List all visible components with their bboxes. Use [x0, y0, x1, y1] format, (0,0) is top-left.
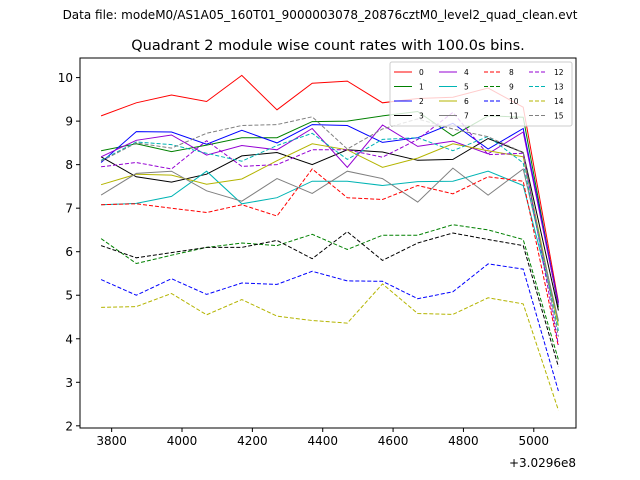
legend-label-9: 9: [509, 83, 514, 92]
series-line-15: [100, 116, 559, 337]
y-tick-label: 4: [65, 332, 73, 346]
legend-label-14: 14: [554, 97, 564, 106]
x-tick-label: 4800: [448, 434, 479, 448]
legend-label-7: 7: [464, 112, 469, 121]
y-tick-label: 2: [65, 419, 73, 433]
legend-label-3: 3: [419, 112, 424, 121]
series-line-2: [100, 122, 559, 304]
y-tick-label: 3: [65, 376, 73, 390]
legend-label-6: 6: [464, 97, 469, 106]
x-offset-label: +3.0296e8: [509, 456, 576, 470]
x-tick-label: 4600: [378, 434, 409, 448]
series-line-8: [101, 168, 559, 347]
series-line-11: [100, 231, 559, 367]
x-axis: 3800 4000 4200 4400 4600 4800 5000: [96, 428, 549, 448]
series-line-6: [100, 143, 559, 326]
series-line-5: [101, 170, 559, 322]
chart-title: Quadrant 2 module wise count rates with …: [131, 38, 525, 54]
series-line-10: [100, 263, 559, 392]
series-line-4: [100, 124, 559, 305]
y-tick-label: 6: [65, 245, 73, 259]
y-tick-label: 8: [65, 158, 73, 172]
series-line-9: [100, 224, 559, 360]
plot-frame: [79, 57, 577, 429]
y-tick-label: 9: [65, 115, 73, 129]
y-tick-label: 7: [65, 202, 73, 216]
legend-frame: [389, 61, 573, 127]
series-line-3: [100, 137, 559, 311]
legend-label-13: 13: [554, 83, 564, 92]
x-tick-label: 5000: [519, 434, 550, 448]
file-suptitle: Data file: modeM0/AS1A05_160T01_90000030…: [63, 8, 578, 22]
legend-label-2: 2: [419, 97, 424, 106]
legend-label-12: 12: [554, 68, 564, 77]
series-line-7: [100, 167, 559, 321]
x-tick-label: 4400: [307, 434, 338, 448]
series-line-12: [101, 111, 559, 345]
y-axis: 2 3 4 5 6 7 8 9 10: [58, 71, 80, 433]
legend-label-15: 15: [554, 112, 564, 121]
y-tick-label: 5: [65, 289, 73, 303]
legend-label-10: 10: [509, 97, 519, 106]
series-line-14: [101, 283, 559, 411]
legend-label-8: 8: [509, 68, 514, 77]
legend-label-1: 1: [419, 83, 424, 92]
legend-label-11: 11: [509, 112, 519, 121]
legend-label-0: 0: [419, 68, 424, 77]
x-tick-label: 4000: [167, 434, 198, 448]
plot-area: 3800 4000 4200 4400 4600 4800 5000 2345678910 …: [58, 57, 577, 448]
x-tick-label: 3800: [96, 434, 127, 448]
x-tick-label: 4200: [237, 434, 268, 448]
legend-label-5: 5: [464, 83, 469, 92]
legend-label-4: 4: [464, 68, 469, 77]
y-tick-label: 10: [58, 71, 73, 85]
